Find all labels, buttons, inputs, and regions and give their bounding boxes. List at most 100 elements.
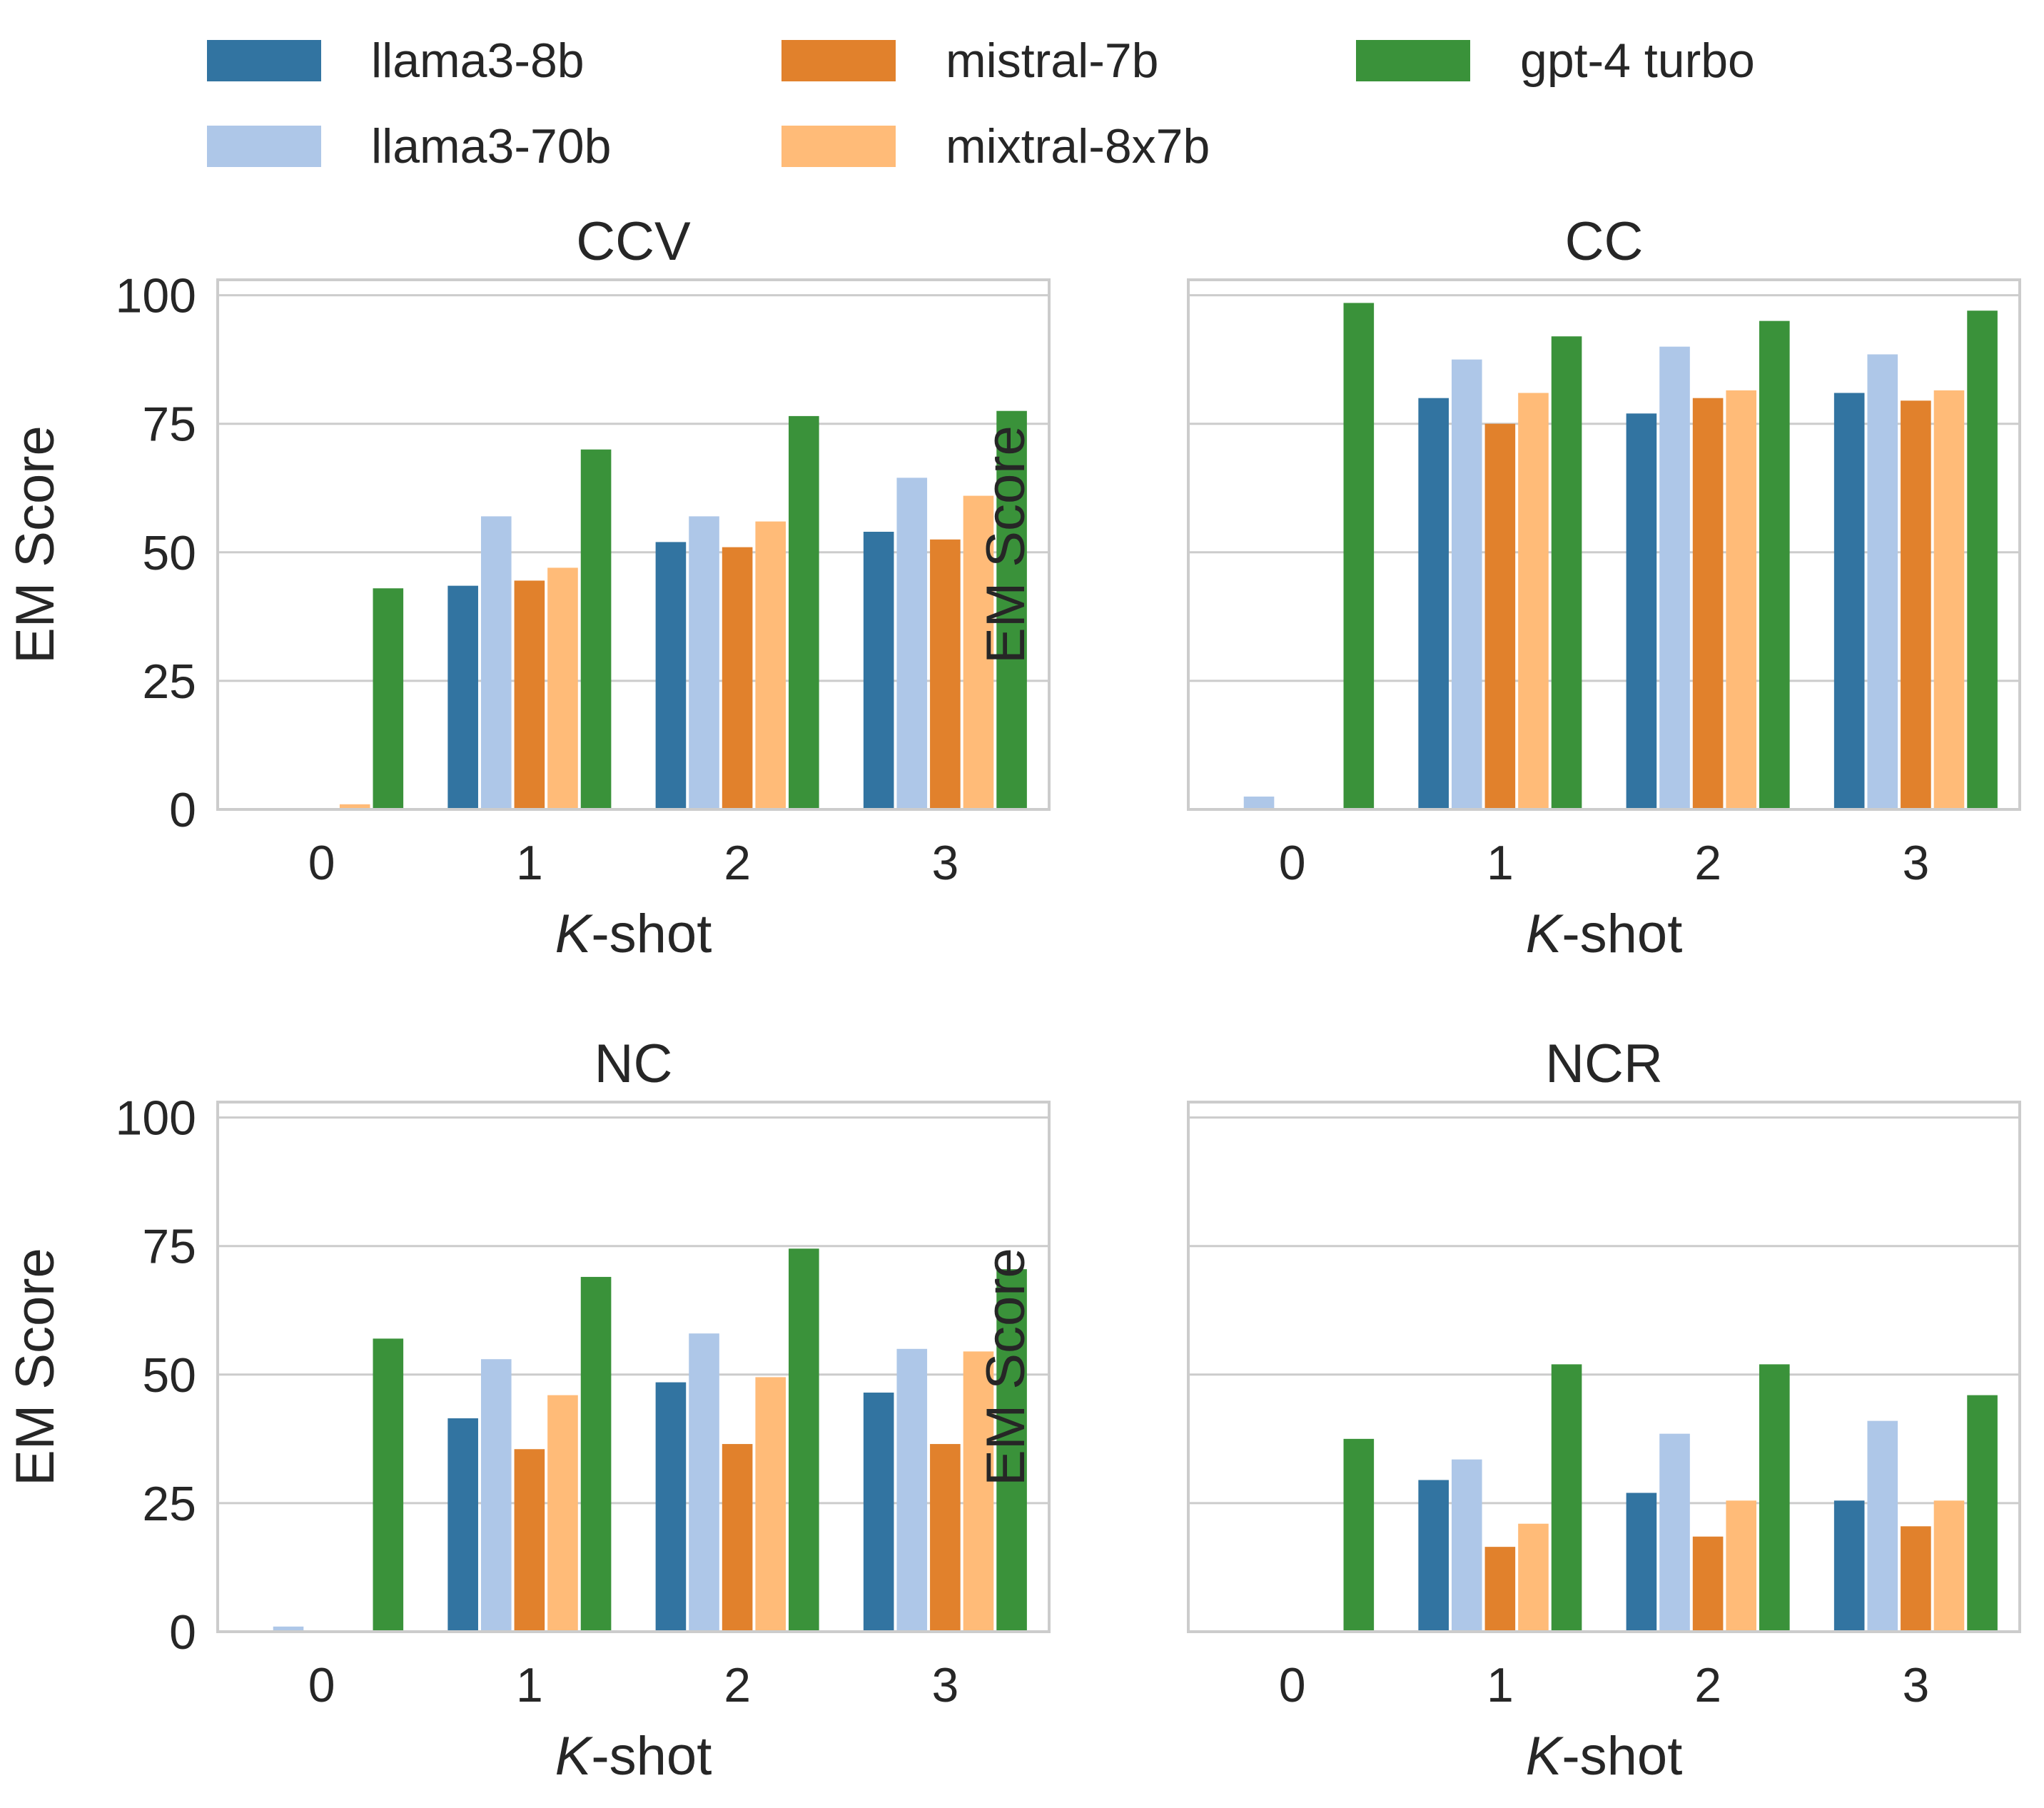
bar-mixtral-8x7b-1 (1518, 393, 1549, 809)
bar-llama3-70b-2 (689, 1333, 719, 1632)
x-axis-label: K-shot (555, 1726, 712, 1787)
subplot-nc: 0 25 50 75 100 0 1 2 3 NC K-shot EM Score (5, 1034, 1051, 1787)
bar-llama3-70b-3 (1867, 354, 1898, 809)
bar-gpt-4-turbo-1 (1551, 336, 1582, 810)
x-axis-label-italic: K (555, 1726, 594, 1787)
bar-llama3-70b-1 (1451, 359, 1482, 810)
bar-llama3-70b-2 (1659, 1433, 1690, 1632)
legend-item-mistral-7b: mistral-7b (781, 29, 1159, 93)
ytick-label: 75 (142, 398, 196, 452)
bar-mistral-7b-2 (1692, 398, 1724, 809)
subplot-cc: 0 1 2 3 CC K-shot EM Score (976, 211, 2021, 964)
legend-label: mixtral-8x7b (946, 119, 1210, 173)
xtick-label: 0 (308, 836, 335, 890)
xtick-label: 0 (308, 1658, 335, 1712)
ytick-label: 100 (116, 1091, 196, 1146)
bar-llama3-8b-3 (863, 531, 894, 809)
subplot-ncr: 0 1 2 3 NCR K-shot EM Score (976, 1034, 2021, 1787)
bar-llama3-8b-1 (447, 585, 478, 809)
legend-item-gpt-4-turbo: gpt-4 turbo (1356, 29, 1755, 93)
bar-llama3-8b-1 (447, 1418, 478, 1632)
bar-mixtral-8x7b-0 (339, 804, 370, 809)
legend-swatch (781, 40, 896, 81)
bar-llama3-8b-1 (1418, 398, 1449, 809)
bar-llama3-70b-1 (1451, 1459, 1482, 1632)
legend-item-llama3-8b: llama3-8b (207, 29, 585, 93)
bar-gpt-4-turbo-2 (1759, 1364, 1790, 1632)
bar-mistral-7b-2 (1692, 1536, 1724, 1632)
x-axis-label-italic: K (1526, 904, 1564, 964)
legend-label: gpt-4 turbo (1520, 34, 1755, 88)
axes-frame (216, 278, 1051, 811)
legend-swatch (1356, 40, 1470, 81)
x-axis-label-rest: -shot (591, 1726, 712, 1787)
axes-frame (1187, 278, 2021, 811)
bar-mistral-7b-3 (930, 539, 961, 809)
xtick-label: 3 (931, 1658, 958, 1712)
bar-gpt-4-turbo-0 (373, 1338, 404, 1632)
legend-label: mistral-7b (946, 34, 1159, 88)
y-axis-label: EM Score (5, 1248, 66, 1486)
bar-llama3-70b-2 (1659, 346, 1690, 809)
bar-llama3-8b-2 (655, 1382, 687, 1632)
axes-frame (216, 1101, 1051, 1633)
bar-llama3-8b-3 (1833, 393, 1865, 809)
x-axis-label-rest: -shot (1562, 904, 1682, 964)
bar-mistral-7b-1 (514, 1449, 545, 1632)
x-axis-label: K-shot (555, 904, 712, 964)
bar-mixtral-8x7b-3 (1933, 390, 1965, 809)
bar-gpt-4-turbo-0 (1343, 1438, 1375, 1632)
bar-gpt-4-turbo-1 (580, 449, 612, 809)
bar-mixtral-8x7b-2 (755, 1377, 786, 1632)
bar-llama3-8b-3 (863, 1393, 894, 1632)
bar-llama3-8b-2 (1626, 413, 1657, 809)
bar-mistral-7b-3 (1901, 400, 1931, 809)
bar-llama3-8b-3 (1833, 1500, 1865, 1632)
ytick-label: 25 (142, 655, 196, 709)
xtick-label: 2 (1694, 1658, 1721, 1712)
bar-llama3-70b-2 (689, 516, 719, 809)
xtick-label: 3 (931, 836, 958, 890)
bar-mistral-7b-3 (1901, 1526, 1931, 1632)
ytick-label: 25 (142, 1477, 196, 1531)
bar-mixtral-8x7b-2 (1726, 1500, 1757, 1632)
ytick-label: 50 (142, 1348, 196, 1403)
bar-llama3-8b-2 (655, 542, 687, 809)
axes-frame (1187, 1101, 2021, 1633)
bar-gpt-4-turbo-0 (373, 588, 404, 809)
bar-llama3-70b-0 (273, 1626, 304, 1632)
xtick-label: 2 (724, 1658, 751, 1712)
subplot-title: NC (595, 1034, 673, 1094)
bar-llama3-8b-1 (1418, 1480, 1449, 1632)
bar-llama3-8b-2 (1626, 1493, 1657, 1632)
subplot-title: NCR (1545, 1034, 1663, 1094)
ytick-label: 75 (142, 1220, 196, 1274)
y-axis-label: EM Score (5, 425, 66, 664)
x-axis-label: K-shot (1526, 1726, 1683, 1787)
bar-mistral-7b-2 (722, 1444, 753, 1632)
x-axis-label-rest: -shot (1562, 1726, 1682, 1787)
xtick-label: 0 (1279, 836, 1306, 890)
bar-llama3-70b-3 (896, 478, 928, 809)
x-axis-label: K-shot (1526, 904, 1683, 964)
bar-gpt-4-turbo-3 (996, 410, 1027, 809)
bar-mixtral-8x7b-3 (963, 495, 994, 809)
subplot-title: CCV (576, 211, 691, 272)
legend-item-llama3-70b: llama3-70b (207, 114, 611, 178)
bar-gpt-4-turbo-2 (789, 1248, 819, 1632)
xtick-label: 3 (1902, 1658, 1929, 1712)
bar-mistral-7b-1 (514, 580, 545, 809)
bar-mistral-7b-1 (1484, 1547, 1516, 1632)
bar-gpt-4-turbo-2 (789, 415, 819, 809)
bar-llama3-70b-1 (480, 1359, 512, 1632)
subplot-title: CC (1565, 211, 1644, 272)
y-axis-label: EM Score (976, 425, 1036, 664)
bar-mistral-7b-1 (1484, 423, 1516, 809)
legend-item-mixtral-8x7b: mixtral-8x7b (781, 114, 1210, 178)
legend-swatch (781, 126, 896, 167)
xtick-label: 1 (1487, 836, 1514, 890)
legend: llama3-8b llama3-70b mistral-7b mixtral-8x7… (207, 29, 1920, 200)
xtick-label: 1 (516, 836, 543, 890)
